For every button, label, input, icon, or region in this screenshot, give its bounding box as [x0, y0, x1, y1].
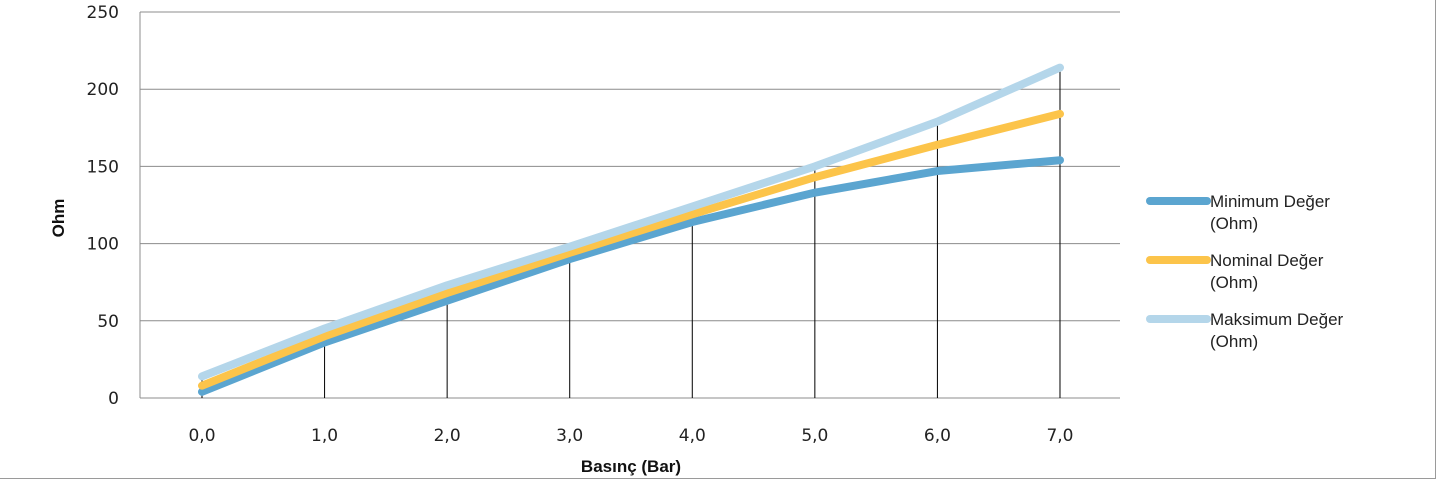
y-tick-label: 50 [97, 312, 119, 332]
x-tick-label: 4,0 [679, 426, 706, 446]
x-tick-label: 7,0 [1046, 426, 1073, 446]
x-tick-label: 0,0 [188, 426, 215, 446]
x-tick-label: 3,0 [556, 426, 583, 446]
y-tick-label: 250 [87, 3, 119, 23]
y-tick-label: 200 [87, 80, 119, 100]
x-tick-label: 5,0 [801, 426, 828, 446]
series-line-1 [198, 156, 1064, 396]
legend-label-2: (Ohm) [1210, 273, 1258, 292]
y-axis-title: Ohm [49, 199, 68, 238]
legend-label-3: Maksimum Değer [1210, 310, 1344, 329]
y-tick-label: 100 [87, 235, 119, 255]
legend: Minimum Değer (Ohm) Nominal Değer (Ohm) Maks… [1146, 192, 1344, 351]
legend-label-2: Nominal Değer [1210, 251, 1324, 270]
x-axis-title: Basınç (Bar) [581, 457, 681, 476]
legend-label-1: (Ohm) [1210, 214, 1258, 233]
series-lines [198, 63, 1064, 396]
x-tick-label: 2,0 [434, 426, 461, 446]
legend-label-3: (Ohm) [1210, 332, 1258, 351]
x-tick-label: 1,0 [311, 426, 338, 446]
x-axis-ticks: 0,0 1,0 2,0 3,0 4,0 5,0 6,0 7,0 [188, 426, 1073, 446]
legend-label-1: Minimum Değer [1210, 192, 1330, 211]
y-axis-ticks: 0 50 100 150 200 250 [87, 3, 119, 409]
y-tick-label: 150 [87, 157, 119, 177]
series-line-3 [198, 63, 1064, 381]
y-tick-label: 0 [108, 389, 119, 409]
series-line-2 [198, 109, 1064, 390]
x-tick-label: 6,0 [924, 426, 951, 446]
